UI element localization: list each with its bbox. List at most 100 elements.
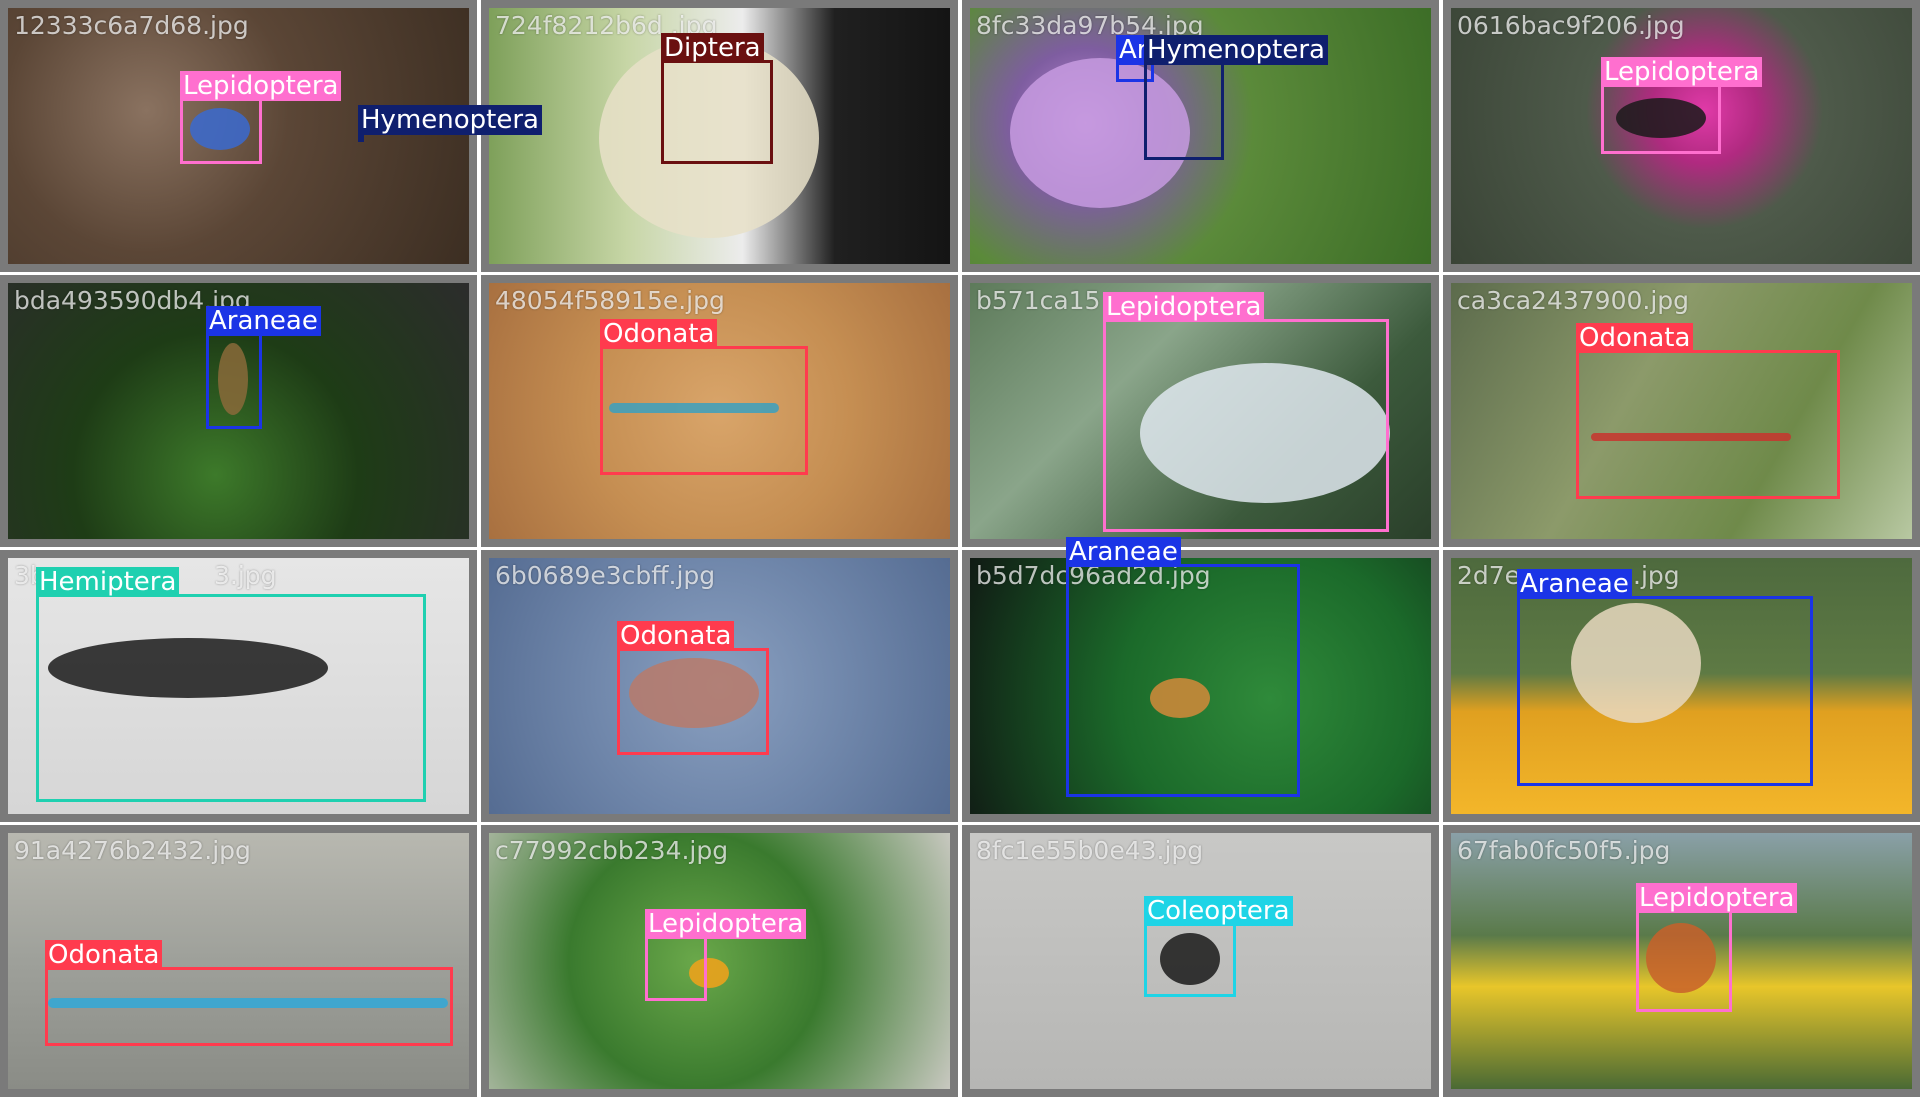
- photo: 67fab0fc50f5.jpg Lepidoptera: [1451, 833, 1912, 1089]
- photo: bda493590db4.jpg Araneae: [8, 283, 469, 539]
- insect-subject: [48, 638, 328, 698]
- photo: b5d7dc96ad2d.jpg Araneae: [970, 537, 1431, 814]
- filename-label: 12333c6a7d68.jpg: [14, 11, 249, 40]
- photo: c77992cbb234.jpg Lepidoptera: [489, 833, 950, 1089]
- detection-box[interactable]: Odonata: [1576, 323, 1840, 499]
- photo: 8fc33da97b54.jpgAraneaeHymenoptera: [970, 8, 1431, 264]
- photo-background: [8, 558, 469, 814]
- insect-subject: [1571, 603, 1701, 723]
- insect-subject: [599, 38, 819, 238]
- image-tile[interactable]: 48054f58915e.jpg Odonata: [481, 275, 958, 547]
- detection-box[interactable]: Lepidoptera: [1636, 883, 1798, 1012]
- filename-label: 8fc33da97b54.jpg: [976, 11, 1204, 40]
- filename-label: 48054f58915e.jpg: [495, 286, 725, 315]
- filename-label: 2d7e: [1457, 561, 1521, 590]
- class-label: Lepidoptera: [180, 71, 342, 101]
- image-tile[interactable]: 3b 3.jpg Hemiptera: [0, 550, 477, 822]
- detection-box[interactable]: Hemiptera: [36, 567, 426, 802]
- filename-tail-label: .jpg: [1633, 561, 1680, 590]
- image-tile[interactable]: c77992cbb234.jpg Lepidoptera: [481, 825, 958, 1097]
- image-tile[interactable]: 724f8212b6d .jpg Diptera: [481, 0, 958, 272]
- photo: 0616bac9f206.jpg Lepidoptera: [1451, 8, 1912, 264]
- image-tile[interactable]: 67fab0fc50f5.jpg Lepidoptera: [1443, 825, 1920, 1097]
- detection-box[interactable]: Odonata: [600, 319, 808, 475]
- class-label: Coleoptera: [1144, 896, 1293, 926]
- detection-box[interactable]: Coleoptera: [1144, 896, 1293, 997]
- image-tile[interactable]: 8fc33da97b54.jpgAraneaeHymenoptera: [962, 0, 1439, 272]
- filename-label: b571ca15: [976, 286, 1101, 315]
- detection-box[interactable]: Lepidoptera: [645, 909, 807, 1001]
- class-label: Odonata: [617, 621, 735, 651]
- image-tile[interactable]: 91a4276b2432.jpg Odonata: [0, 825, 477, 1097]
- photo: 6b0689e3cbff.jpg Odonata: [489, 558, 950, 814]
- photo: 12333c6a7d68.jpg Lepidoptera Hymenoptera: [8, 8, 542, 264]
- detection-box[interactable]: Odonata: [45, 940, 453, 1046]
- photo-background: [8, 833, 469, 1089]
- image-tile[interactable]: bda493590db4.jpg Araneae: [0, 275, 477, 547]
- image-tile[interactable]: ca3ca2437900.jpg Odonata: [1443, 275, 1920, 547]
- insect-subject: [1616, 98, 1706, 138]
- image-tile[interactable]: b5d7dc96ad2d.jpg Araneae: [962, 537, 1439, 822]
- class-label: Hymenoptera: [1144, 35, 1328, 65]
- insect-subject: [1160, 933, 1220, 985]
- photo-background: [1451, 8, 1912, 264]
- detection-box[interactable]: Lepidoptera: [1601, 57, 1763, 154]
- photo-background: [1451, 833, 1912, 1089]
- detection-box[interactable]: Araneae: [1517, 569, 1813, 786]
- insect-subject: [1591, 433, 1791, 441]
- photo-background: [489, 558, 950, 814]
- filename-tail-label: 3.jpg: [214, 561, 277, 590]
- insect-subject: [1150, 678, 1210, 718]
- detection-box[interactable]: Araneae: [206, 306, 321, 429]
- photo: 3b 3.jpg Hemiptera: [8, 558, 469, 814]
- filename-label: c77992cbb234.jpg: [495, 836, 729, 865]
- insect-subject: [48, 998, 448, 1008]
- insect-subject: [629, 658, 759, 728]
- photo: b571ca15 Lepidoptera: [970, 283, 1431, 539]
- photo-background: [1451, 558, 1912, 814]
- class-label: Lepidoptera: [1636, 883, 1798, 913]
- image-tile[interactable]: b571ca15 Lepidoptera: [962, 275, 1439, 547]
- insect-subject: [689, 958, 729, 988]
- photo-background: [970, 283, 1431, 539]
- insect-subject: [1010, 58, 1190, 208]
- class-label: Odonata: [600, 319, 718, 349]
- detection-box[interactable]: Diptera: [661, 33, 773, 164]
- insect-subject: [1646, 923, 1716, 993]
- detection-box[interactable]: Lepidoptera: [1103, 292, 1389, 532]
- insect-subject: [1140, 363, 1390, 503]
- class-label: Araneae: [1066, 537, 1181, 567]
- filename-label: 91a4276b2432.jpg: [14, 836, 251, 865]
- filename-label: 6b0689e3cbff.jpg: [495, 561, 716, 590]
- detection-box[interactable]: Hymenoptera: [1144, 35, 1328, 160]
- image-tile[interactable]: 2d7e .jpg Araneae: [1443, 550, 1920, 822]
- class-label: Hemiptera: [36, 567, 180, 597]
- photo: 8fc1e55b0e43.jpg Coleoptera: [970, 833, 1431, 1089]
- photo-background: [970, 558, 1431, 814]
- image-tile[interactable]: 8fc1e55b0e43.jpg Coleoptera: [962, 825, 1439, 1097]
- class-label: Lepidoptera: [1103, 292, 1265, 322]
- image-tile[interactable]: 6b0689e3cbff.jpg Odonata: [481, 550, 958, 822]
- photo-background: [489, 8, 950, 264]
- photo: ca3ca2437900.jpg Odonata: [1451, 283, 1912, 539]
- detection-box[interactable]: Hymenoptera: [358, 105, 542, 142]
- filename-label: 0616bac9f206.jpg: [1457, 11, 1685, 40]
- insect-subject: [218, 343, 248, 415]
- filename-label: ca3ca2437900.jpg: [1457, 286, 1690, 315]
- detection-box[interactable]: Odonata: [617, 621, 769, 755]
- class-label: Lepidoptera: [1601, 57, 1763, 87]
- class-label: Diptera: [661, 33, 764, 63]
- detection-box[interactable]: Lepidoptera: [180, 71, 342, 164]
- class-label: Araneae: [206, 306, 321, 336]
- photo-background: [970, 833, 1431, 1089]
- insect-subject: [609, 403, 779, 413]
- image-tile[interactable]: 12333c6a7d68.jpg Lepidoptera Hymenoptera: [0, 0, 542, 272]
- insect-subject: [190, 108, 250, 150]
- detection-box[interactable]: Araneae: [1066, 537, 1300, 797]
- photo: 91a4276b2432.jpg Odonata: [8, 833, 469, 1089]
- filename-label: 8fc1e55b0e43.jpg: [976, 836, 1204, 865]
- image-tile[interactable]: 0616bac9f206.jpg Lepidoptera: [1443, 0, 1920, 272]
- class-label: Odonata: [45, 940, 163, 970]
- class-label: Odonata: [1576, 323, 1694, 353]
